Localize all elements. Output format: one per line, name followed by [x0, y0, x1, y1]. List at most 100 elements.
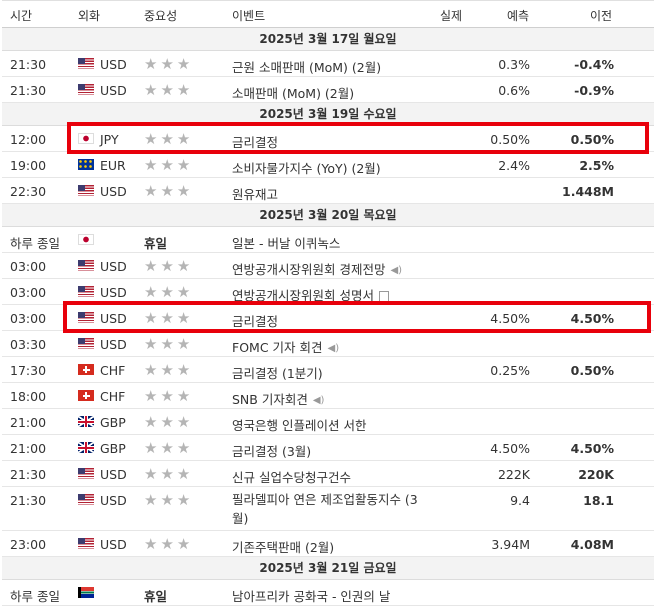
flag-us-icon	[78, 260, 94, 271]
event-time: 하루 종일	[10, 589, 60, 604]
event-name[interactable]: FOMC 기자 회견 ◀)	[232, 337, 339, 356]
event-name-text[interactable]: 일본 - 버날 이퀴녹스	[232, 236, 341, 251]
date-header: 2025년 3월 17일 월요일	[2, 28, 654, 51]
event-name-text[interactable]: SNB 기자회견	[232, 392, 308, 407]
event-name-text[interactable]: 영국은행 인플레이션 서한	[232, 418, 367, 433]
event-name-text[interactable]: 기존주택판매 (2월)	[232, 540, 335, 555]
event-name[interactable]: 필라델피아 연은 제조업활동지수 (3월)	[232, 490, 422, 528]
event-name-text[interactable]: 금리결정	[232, 314, 279, 329]
event-time: 하루 종일	[10, 236, 60, 251]
event-row[interactable]: 03:00 USD ★★★ 연방공개시장위원회 성명서	[2, 279, 654, 305]
event-row[interactable]: 하루 종일 휴일 일본 - 버날 이퀴녹스	[2, 227, 654, 253]
event-name[interactable]: 신규 실업수당청구건수	[232, 467, 351, 486]
event-name-text[interactable]: 연방공개시장위원회 경제전망	[232, 262, 386, 277]
currency-code: CHF	[100, 389, 126, 404]
event-name-text[interactable]: 금리결정 (3월)	[232, 444, 312, 459]
event-name[interactable]: 금리결정 (3월)	[232, 441, 311, 460]
flag-eu-icon	[78, 159, 94, 170]
event-name[interactable]: SNB 기자회견 ◀)	[232, 389, 324, 408]
event-row[interactable]: 17:30 CHF ★★★ 금리결정 (1분기) 0.25% 0.50%	[2, 357, 654, 383]
event-name-text[interactable]: 원유재고	[232, 187, 279, 202]
previous-value: 2.5%	[579, 158, 614, 173]
event-name[interactable]: 근원 소매판매 (MoM) (2월)	[232, 57, 381, 76]
importance-stars: ★★★	[144, 465, 194, 483]
event-name[interactable]: 남아프리카 공화국 - 인권의 날	[232, 586, 390, 605]
event-row[interactable]: 03:30 USD ★★★ FOMC 기자 회견 ◀)	[2, 331, 654, 357]
event-row[interactable]: 12:00 JPY ★★★ 금리결정 0.50% 0.50%	[2, 126, 654, 152]
importance-stars: ★★★	[144, 335, 194, 353]
previous-value: 4.50%	[570, 311, 614, 326]
event-row[interactable]: 21:00 GBP ★★★ 영국은행 인플레이션 서한	[2, 409, 654, 435]
flag-us-icon	[78, 494, 94, 505]
header-currency[interactable]: 외화	[78, 9, 101, 23]
currency-code: CHF	[100, 363, 126, 378]
currency-code: JPY	[100, 132, 119, 147]
event-name[interactable]: 기존주택판매 (2월)	[232, 537, 334, 556]
importance-stars: ★★★	[144, 182, 194, 200]
event-row[interactable]: 22:30 USD ★★★ 원유재고 1.448M	[2, 178, 654, 204]
document-icon	[378, 290, 389, 303]
event-name[interactable]: 영국은행 인플레이션 서한	[232, 415, 366, 434]
event-name[interactable]: 소매판매 (MoM) (2월)	[232, 83, 354, 102]
flag-us-icon	[78, 58, 94, 69]
event-row[interactable]: 21:30 USD ★★★ 신규 실업수당청구건수 222K 220K	[2, 461, 654, 487]
currency-code: USD	[100, 337, 127, 352]
table-header: 시간 외화 중요성 이벤트 실제 예측 이전	[2, 0, 654, 28]
event-name-text[interactable]: 소비자물가지수 (YoY) (2월)	[232, 161, 381, 176]
event-row[interactable]: 03:00 USD ★★★ 연방공개시장위원회 경제전망 ◀)	[2, 253, 654, 279]
event-row[interactable]: 21:30 USD ★★★ 소매판매 (MoM) (2월) 0.6% -0.9%	[2, 77, 654, 103]
header-previous[interactable]: 이전	[590, 9, 613, 23]
event-name-text[interactable]: 연방공개시장위원회 성명서	[232, 288, 374, 303]
speaker-icon: ◀)	[312, 395, 325, 406]
previous-value: -0.9%	[574, 83, 614, 98]
event-name[interactable]: 연방공개시장위원회 성명서	[232, 285, 389, 304]
currency-code: USD	[100, 83, 127, 98]
event-name[interactable]: 연방공개시장위원회 경제전망 ◀)	[232, 259, 402, 278]
event-time: 23:00	[10, 537, 47, 552]
header-forecast[interactable]: 예측	[507, 9, 530, 23]
event-name-text[interactable]: 금리결정	[232, 135, 279, 150]
flag-jp-icon	[78, 234, 94, 245]
importance-stars: ★★★	[144, 156, 194, 174]
event-name[interactable]: 금리결정	[232, 132, 278, 151]
event-name-text[interactable]: 금리결정 (1분기)	[232, 366, 323, 381]
event-row[interactable]: 21:30 USD ★★★ 근원 소매판매 (MoM) (2월) 0.3% -0.4%	[2, 51, 654, 77]
event-name[interactable]: 금리결정 (1분기)	[232, 363, 323, 382]
importance-stars: ★★★	[144, 361, 194, 379]
event-row[interactable]: 18:00 CHF ★★★ SNB 기자회견 ◀)	[2, 383, 654, 409]
event-name-text[interactable]: FOMC 기자 회견	[232, 340, 323, 355]
event-name-text[interactable]: 소매판매 (MoM) (2월)	[232, 86, 355, 101]
header-event[interactable]: 이벤트	[232, 9, 266, 23]
header-actual[interactable]: 실제	[440, 9, 463, 23]
previous-value: 0.50%	[570, 132, 614, 147]
event-name[interactable]: 일본 - 버날 이퀴녹스	[232, 233, 340, 252]
event-time: 19:00	[10, 158, 47, 173]
header-time[interactable]: 시간	[10, 9, 33, 23]
speaker-icon: ◀)	[390, 265, 403, 276]
holiday-label: 휴일	[144, 236, 168, 251]
event-name-text[interactable]: 신규 실업수당청구건수	[232, 470, 351, 485]
flag-us-icon	[78, 312, 94, 323]
date-header: 2025년 3월 19일 수요일	[2, 103, 654, 126]
event-name[interactable]: 금리결정	[232, 311, 278, 330]
event-name-text[interactable]: 필라델피아 연은 제조업활동지수 (3월)	[232, 492, 418, 526]
event-name-text[interactable]: 근원 소매판매 (MoM) (2월)	[232, 60, 382, 75]
event-name[interactable]: 소비자물가지수 (YoY) (2월)	[232, 158, 381, 177]
forecast-value: 222K	[497, 467, 530, 482]
event-time: 17:30	[10, 363, 47, 378]
event-row[interactable]: 21:30 USD ★★★ 필라델피아 연은 제조업활동지수 (3월) 9.4 18.1	[2, 487, 654, 531]
flag-ch-icon	[78, 390, 94, 401]
currency-code: USD	[100, 493, 127, 508]
event-row[interactable]: 23:00 USD ★★★ 기존주택판매 (2월) 3.94M 4.08M	[2, 531, 654, 557]
header-importance[interactable]: 중요성	[144, 9, 178, 23]
event-name-text[interactable]: 남아프리카 공화국 - 인권의 날	[232, 589, 391, 604]
event-row[interactable]: 21:00 GBP ★★★ 금리결정 (3월) 4.50% 4.50%	[2, 435, 654, 461]
event-name[interactable]: 원유재고	[232, 184, 278, 203]
event-row[interactable]: 03:00 USD ★★★ 금리결정 4.50% 4.50%	[2, 305, 654, 331]
event-time: 21:30	[10, 57, 47, 72]
forecast-value: 9.4	[510, 493, 530, 508]
event-row[interactable]: 하루 종일 휴일 남아프리카 공화국 - 인권의 날	[2, 580, 654, 606]
flag-us-icon	[78, 84, 94, 95]
event-row[interactable]: 19:00 EUR ★★★ 소비자물가지수 (YoY) (2월) 2.4% 2.5%	[2, 152, 654, 178]
